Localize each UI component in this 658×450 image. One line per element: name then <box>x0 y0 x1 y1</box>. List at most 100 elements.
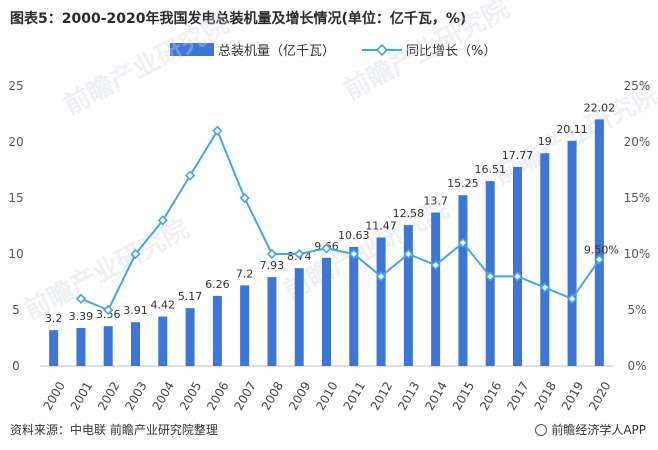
capacity-bar <box>376 237 386 366</box>
capacity-bar <box>431 212 441 366</box>
capacity-bar <box>322 257 331 366</box>
brand-logo-icon <box>535 423 548 436</box>
chart-title: 图表5：2000-2020年我国发电总装机量及增长情况(单位：亿千瓦，%) <box>10 11 467 27</box>
x-tick-label: 2013 <box>395 379 422 412</box>
y-right-tick-label: 25% <box>624 79 651 93</box>
brand-label: 前瞻经济学人APP <box>551 423 646 437</box>
x-tick-label: 2011 <box>341 379 368 412</box>
capacity-bar <box>513 166 522 366</box>
x-tick-label: 2018 <box>532 379 559 412</box>
growth-point-label: 9.50% <box>584 244 619 257</box>
capacity-bar <box>185 308 195 366</box>
capacity-bar <box>158 316 168 366</box>
y-left-tick-label: 5 <box>12 303 20 317</box>
capacity-bar-label: 19 <box>538 135 552 148</box>
capacity-bar-label: 22.02 <box>584 101 616 114</box>
capacity-bar-label: 7.2 <box>236 267 254 280</box>
x-tick-label: 2017 <box>504 379 531 412</box>
footer: 资料来源：中电联 前瞻产业研究院整理 前瞻经济学人APP <box>0 421 658 439</box>
x-tick-label: 2001 <box>68 379 95 412</box>
y-left-tick-label: 25 <box>8 79 23 93</box>
y-right-tick-label: 20% <box>624 135 651 149</box>
capacity-bar-label: 3.2 <box>45 312 63 325</box>
growth-line-layer: 9.50% <box>75 125 619 316</box>
capacity-bar <box>540 153 550 366</box>
capacity-bar <box>240 285 250 366</box>
x-tick-label: 2016 <box>477 379 504 412</box>
y-left-tick-label: 15 <box>8 191 23 205</box>
growth-point <box>239 192 250 204</box>
x-tick-label: 2005 <box>177 379 204 412</box>
x-tick-label: 2004 <box>150 379 177 412</box>
capacity-bar <box>49 330 59 366</box>
capacity-bar-label: 12.58 <box>393 207 425 220</box>
y-right-tick-label: 5% <box>627 303 646 317</box>
capacity-bar-label: 13.7 <box>423 195 448 208</box>
capacity-bar-label: 5.17 <box>178 290 203 303</box>
legend-item-growth: 同比增长（%） <box>362 40 496 59</box>
growth-point <box>566 293 578 304</box>
capacity-bar-label: 15.25 <box>447 177 479 190</box>
growth-point <box>375 271 387 282</box>
y-left-tick-label: 10 <box>8 247 23 261</box>
chart-legend: 总装机量（亿千瓦） 同比增长（%） <box>0 40 658 60</box>
growth-point <box>485 271 496 282</box>
x-tick-label: 2009 <box>286 379 313 412</box>
growth-point <box>75 293 87 304</box>
x-tick-label: 2006 <box>204 379 231 412</box>
growth-point <box>157 215 168 226</box>
legend-line-swatch <box>362 43 402 56</box>
watermark-text: 前瞻产业研究院 <box>59 8 234 121</box>
growth-point <box>594 254 605 265</box>
legend-line-label: 同比增长（%） <box>406 44 497 59</box>
capacity-bar-label: 7.93 <box>260 259 285 272</box>
growth-point <box>348 248 359 260</box>
x-ticks-layer: 2000 2001 2002 2003 2004 2005 2006 2007 2008 2009… <box>40 379 613 412</box>
x-tick-label: 2007 <box>231 379 258 412</box>
capacity-bar <box>294 268 304 366</box>
y-left-tick-label: 20 <box>8 135 23 149</box>
capacity-bar-label: 20.11 <box>556 123 588 136</box>
capacity-bar <box>76 328 86 366</box>
capacity-bar <box>567 140 577 366</box>
capacity-bar <box>212 295 222 366</box>
x-tick-label: 2010 <box>313 379 340 412</box>
x-tick-label: 2020 <box>586 379 613 412</box>
x-tick-label: 2015 <box>450 379 477 412</box>
growth-point <box>512 271 523 282</box>
y-right-tick-label: 0% <box>627 359 646 373</box>
growth-point <box>130 248 141 260</box>
legend-bar-label: 总装机量（亿千瓦） <box>218 44 336 59</box>
capacity-bar-label: 6.26 <box>205 278 230 291</box>
growth-point <box>539 282 550 293</box>
capacity-bar-label: 3.91 <box>123 304 148 317</box>
capacity-bar-label: 17.77 <box>502 149 534 162</box>
capacity-bar <box>594 119 604 366</box>
growth-point <box>103 304 114 316</box>
y-right-tick-label: 15% <box>624 191 651 205</box>
x-tick-label: 2012 <box>368 379 395 412</box>
x-tick-label: 2014 <box>422 379 449 412</box>
growth-point <box>184 170 196 181</box>
capacity-bar <box>131 322 140 366</box>
growth-point <box>430 260 441 271</box>
growth-point <box>212 125 223 136</box>
capacity-bar-label: 16.51 <box>474 163 506 176</box>
growth-point <box>266 248 278 260</box>
x-tick-label: 2008 <box>259 379 286 412</box>
growth-point <box>457 237 469 248</box>
growth-point <box>294 248 305 260</box>
y-left-tick-label: 0 <box>12 359 20 373</box>
legend-item-capacity: 总装机量（亿千瓦） <box>170 40 335 59</box>
x-tick-label: 2003 <box>122 379 149 412</box>
capacity-bar-label: 4.42 <box>151 298 176 311</box>
growth-point <box>321 243 332 254</box>
capacity-bar-label: 10.63 <box>338 229 370 242</box>
source-note: 资料来源：中电联 前瞻产业研究院整理 <box>10 423 218 437</box>
capacity-bar <box>403 225 413 366</box>
watermark-text: 前瞻产业研究院 <box>339 0 514 106</box>
capacity-bar-label: 11.47 <box>365 220 397 233</box>
capacity-bar-label: 3.39 <box>69 310 94 323</box>
